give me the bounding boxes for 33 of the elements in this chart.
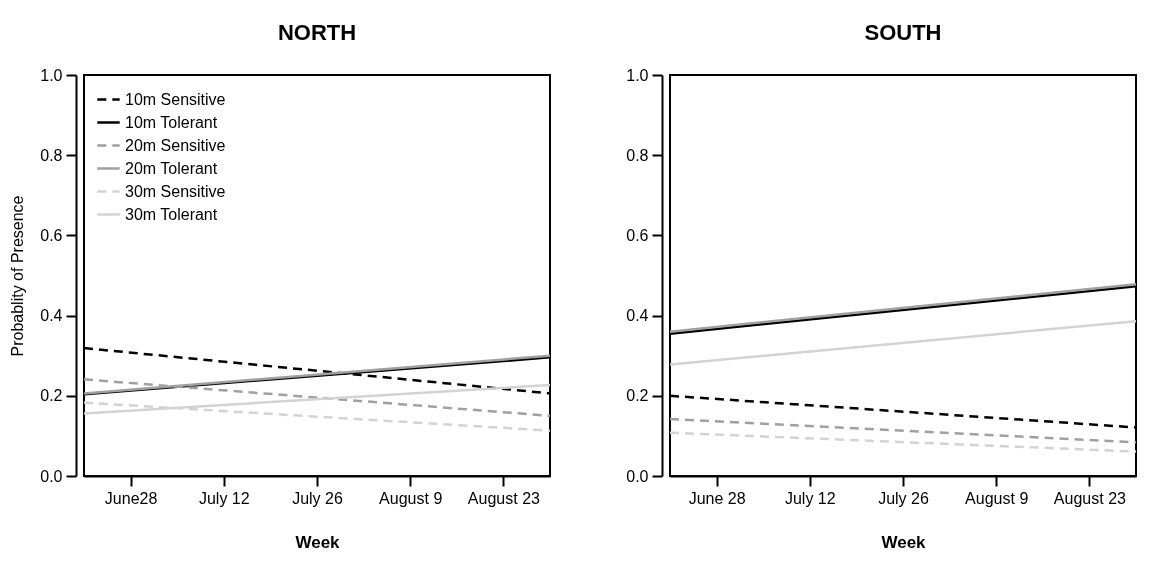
y-tick-label: 0.8 [626,146,649,164]
y-tick-label: 0.2 [40,387,63,405]
y-tick-label: 0.4 [40,307,63,325]
x-tick-label: July 12 [784,489,836,507]
x-tick-label: June 28 [688,489,746,507]
y-tick-label: 0.4 [626,307,649,325]
legend-label: 10m Tolerant [125,113,218,131]
y-tick-label: 0.6 [626,226,649,244]
legend-label: 20m Sensitive [125,136,226,154]
y-axis-title: Probablity of Presence [9,195,27,357]
y-tick-label: 1.0 [626,66,649,84]
x-tick-label: June28 [104,489,158,507]
y-tick-label: 0.0 [40,467,63,485]
x-tick-label: July 26 [878,489,929,507]
x-tick-label: August 9 [965,489,1029,507]
legend-label: 10m Sensitive [125,90,226,108]
x-tick-label: July 26 [292,489,343,507]
x-axis-title: Week [881,532,927,552]
x-tick-label: August 23 [467,489,541,507]
y-tick-label: 0.6 [40,226,63,244]
legend-label: 20m Tolerant [125,159,218,177]
y-tick-label: 0.2 [626,387,649,405]
y-tick-label: 0.0 [626,467,649,485]
x-tick-label: July 12 [198,489,250,507]
x-tick-label: August 23 [1053,489,1127,507]
legend-label: 30m Sensitive [125,182,226,200]
chart-title: NORTH [277,20,357,45]
x-tick-label: August 9 [379,489,443,507]
legend-label: 30m Tolerant [125,205,218,223]
chart-title: SOUTH [864,20,942,45]
y-tick-label: 0.8 [40,146,63,164]
x-axis-title: Week [295,532,341,552]
y-tick-label: 1.0 [40,66,63,84]
